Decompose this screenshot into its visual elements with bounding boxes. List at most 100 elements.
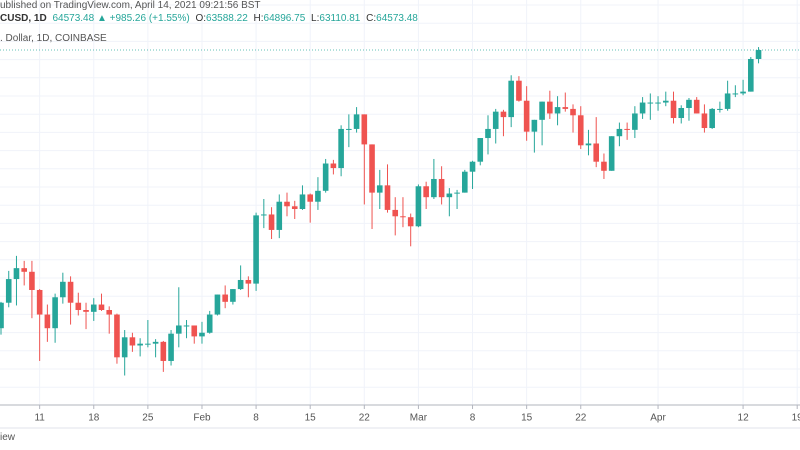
candle-body <box>222 294 228 302</box>
candle-body <box>90 304 97 312</box>
x-tick-label: 18 <box>88 413 100 424</box>
candle-body <box>261 214 267 216</box>
close-value: 64573.48 <box>376 13 418 24</box>
candle-body <box>492 111 499 129</box>
legend-line: CUSD, 1D 64573.48 ▲ +985.26 (+1.55%) O:6… <box>0 13 421 24</box>
published-line: ublished on TradingView.com, April 14, 2… <box>0 0 261 11</box>
candle-body <box>477 138 484 162</box>
x-tick-label: Mar <box>410 413 428 424</box>
candle-body <box>616 128 623 137</box>
candle-body <box>175 325 182 334</box>
candle-body <box>755 50 762 59</box>
candle-body <box>469 161 476 172</box>
candle-body <box>299 194 306 210</box>
candle-body <box>407 217 414 227</box>
candle-body <box>322 163 329 191</box>
candle-body <box>384 185 391 210</box>
candle-body <box>75 302 82 311</box>
candle-body <box>191 325 198 337</box>
candle-body <box>129 337 136 346</box>
candle-body <box>253 215 259 284</box>
candle-body <box>346 128 352 130</box>
candle-body <box>508 80 514 118</box>
description: . Dollar, 1D, COINBASE <box>0 33 107 44</box>
x-tick-label: 19 <box>792 413 800 424</box>
candle-body <box>214 294 221 315</box>
candle-body <box>423 186 429 198</box>
candle-body <box>601 161 607 171</box>
candle-body <box>732 93 739 95</box>
open-value: 63588.22 <box>206 13 248 24</box>
x-tick-label: Apr <box>650 413 666 424</box>
candle-body <box>276 201 283 230</box>
candle-body <box>315 190 321 202</box>
candle-body <box>0 302 4 329</box>
label: C: <box>366 13 377 24</box>
candle-body <box>98 304 105 311</box>
candle-body <box>106 310 113 315</box>
symbol: CUSD, 1D <box>0 13 47 24</box>
candle-body <box>291 206 298 210</box>
candle-body <box>686 99 692 109</box>
candle-body <box>632 113 638 130</box>
candle-body <box>137 343 143 346</box>
candle-body <box>693 99 700 114</box>
candle-body <box>114 314 120 358</box>
candle-body <box>44 314 51 329</box>
candle-body <box>624 128 630 130</box>
candle-body <box>338 128 344 169</box>
candle-body <box>268 214 275 230</box>
x-tick-label: 15 <box>521 413 533 424</box>
candle-body <box>36 289 43 315</box>
candle-body <box>740 91 746 94</box>
candle-body <box>199 332 205 337</box>
candle-body <box>5 279 12 303</box>
low-value: 63110.81 <box>319 13 361 24</box>
candle-body <box>245 279 252 284</box>
candle-body <box>230 289 236 302</box>
candle-body <box>67 281 74 303</box>
candle-body <box>446 193 453 198</box>
high-value: 64896.75 <box>263 13 306 24</box>
candle-body <box>647 102 654 104</box>
candle-body <box>585 143 592 146</box>
candle-body <box>670 100 677 119</box>
candle-body <box>709 108 715 129</box>
candle-body <box>13 268 20 280</box>
last-price: 64573.48 ▲ +985.26 (+1.55%) <box>52 13 190 24</box>
candle-body <box>523 100 530 132</box>
candle-body <box>547 101 553 114</box>
candle-body <box>83 310 89 312</box>
candle-body <box>415 186 422 227</box>
candle-body <box>577 115 584 146</box>
candle-body <box>160 341 167 361</box>
candle-body <box>52 297 58 329</box>
candle-body <box>168 333 174 361</box>
candle-body <box>678 108 685 119</box>
candle-body <box>361 114 368 145</box>
x-tick-label: 22 <box>575 413 587 424</box>
candle-body <box>152 341 159 344</box>
candle-body <box>655 102 661 104</box>
candle-body <box>717 108 723 110</box>
candle-body <box>570 108 576 116</box>
candle-body <box>724 93 731 109</box>
candle-body <box>60 281 66 298</box>
candle-body <box>539 101 545 120</box>
x-tick-label: 11 <box>34 413 45 424</box>
candle-body <box>462 171 468 193</box>
candle-body <box>376 185 383 193</box>
label: H: <box>253 13 264 24</box>
candle-body <box>206 314 213 333</box>
candle-body <box>438 178 445 198</box>
candle-body <box>307 194 313 202</box>
candle-body <box>662 100 669 103</box>
candle-body <box>183 325 190 327</box>
candle-body <box>554 107 561 114</box>
candle-body <box>400 216 406 218</box>
candle-body <box>454 192 460 194</box>
candle-body <box>639 102 646 114</box>
x-tick-label: 8 <box>253 413 259 424</box>
